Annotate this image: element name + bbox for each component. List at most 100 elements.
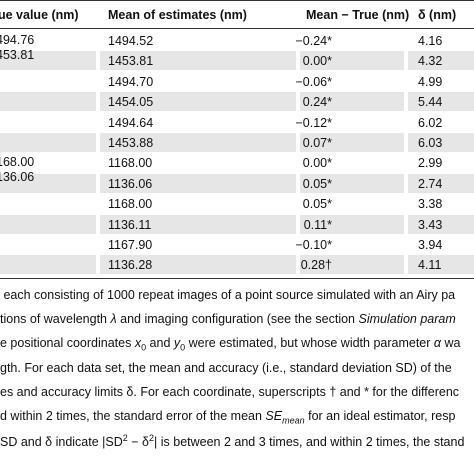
row-shade xyxy=(0,92,96,112)
row-shade xyxy=(408,173,474,193)
mean-minus-true: −0.12* xyxy=(295,115,333,130)
row-shade xyxy=(100,51,296,71)
row-shade xyxy=(0,51,96,71)
footnote-line: each consisting of 1000 repeat images of… xyxy=(0,288,455,302)
row-shade xyxy=(100,214,296,234)
mean-minus-true: 0.11* xyxy=(303,217,332,232)
footnote-text: and imaging configuration (see the secti… xyxy=(116,312,359,327)
footnote-line: SD and δ indicate |SD2 − δ2| is between … xyxy=(0,433,464,449)
header-rule xyxy=(0,28,474,29)
column-header: Mean − True (nm) xyxy=(306,8,410,22)
delta: 5.44 xyxy=(418,95,443,110)
mean-estimate: 1136.28 xyxy=(108,258,153,273)
footnote-line: d within 2 times, the standard error of … xyxy=(0,409,455,426)
row-shade xyxy=(408,255,474,275)
footnote-text: and xyxy=(146,336,174,351)
mean-estimate: 1494.70 xyxy=(108,74,154,89)
true-value: 168.00 xyxy=(0,155,35,170)
footnote-text: were estimated, but whose width paramete… xyxy=(185,336,434,351)
mean-minus-true: 0.07* xyxy=(302,136,332,150)
top-rule xyxy=(0,0,474,1)
mean-minus-true: 0.24* xyxy=(302,95,332,110)
delta: 3.38 xyxy=(418,197,443,212)
row-shade xyxy=(0,133,96,152)
delta: 4.11 xyxy=(418,258,442,273)
table: ue value (nm) Mean of estimates (nm) Mean … xyxy=(0,0,474,279)
footnote-text: each consisting of 1000 repeat images of… xyxy=(0,288,456,302)
footnote-text: x xyxy=(134,336,142,351)
column-header: Mean of estimates (nm) xyxy=(108,8,247,22)
true-value: 453.81 xyxy=(0,48,35,62)
footnote-text: wa xyxy=(441,336,461,351)
row-shade xyxy=(0,173,96,193)
footnote-text: mean xyxy=(282,415,305,426)
footnote-line: tions of wavelength λ and imaging config… xyxy=(0,312,456,326)
footnote-text: | is between 2 and 3 times, and within 2… xyxy=(154,435,465,450)
delta: 4.16 xyxy=(418,34,443,48)
row-shade xyxy=(300,255,404,275)
footnote-text: gth. For each data set, the mean and acc… xyxy=(0,360,452,375)
mean-estimate: 1136.06 xyxy=(108,176,153,191)
footnote-text: λ xyxy=(110,312,117,327)
mean-minus-true: 0.00* xyxy=(302,156,332,171)
delta: 4.99 xyxy=(418,74,443,89)
row-shade xyxy=(300,214,404,234)
mean-estimate: 1167.90 xyxy=(108,238,153,252)
mean-estimate: 1136.11 xyxy=(108,217,152,232)
column-header: ue value (nm) xyxy=(0,8,79,22)
delta: 6.02 xyxy=(418,115,443,130)
mean-minus-true: 0.05* xyxy=(302,197,332,212)
mean-minus-true: 0.00* xyxy=(302,54,332,69)
mean-estimate: 1454.05 xyxy=(108,95,154,110)
mean-minus-true: 0.28† xyxy=(300,258,332,273)
footnote-line: es and accuracy limits δ. For each coord… xyxy=(0,385,459,399)
footnote-text: SE xyxy=(265,409,283,423)
row-shade xyxy=(300,51,404,71)
delta: 4.32 xyxy=(418,54,443,69)
row-shade xyxy=(300,173,404,193)
mean-estimate: 1494.64 xyxy=(108,115,154,130)
row-shade xyxy=(408,133,474,152)
mean-estimate: 1168.00 xyxy=(108,156,153,171)
mean-estimate: 1168.00 xyxy=(108,197,153,212)
footnote-text: SD and δ indicate |SD xyxy=(0,435,123,450)
row-shade xyxy=(100,255,296,275)
delta: 2.99 xyxy=(418,156,443,171)
row-shade xyxy=(100,133,296,152)
footnote-text: 0 xyxy=(141,342,147,353)
row-shade xyxy=(0,214,96,234)
true-value: 136.06 xyxy=(0,170,35,185)
row-shade xyxy=(408,92,474,112)
mean-estimate: 1453.81 xyxy=(108,54,154,69)
footnote-line: e positional coordinates x0 and y0 were … xyxy=(0,336,460,353)
footnote-line: gth. For each data set, the mean and acc… xyxy=(0,361,452,375)
mean-minus-true: 0.05* xyxy=(302,176,332,191)
row-shade xyxy=(100,92,296,112)
mean-minus-true: −0.10* xyxy=(295,238,333,252)
footnote-text: α xyxy=(433,336,442,351)
mean-minus-true: −0.06* xyxy=(295,74,333,89)
footnote-text: tions of wavelength xyxy=(0,312,111,327)
footnote-text: 2 xyxy=(149,433,155,444)
row-shade xyxy=(300,92,404,112)
true-value: 494.76 xyxy=(0,33,35,47)
footnote-text: 0 xyxy=(180,342,186,353)
delta: 3.43 xyxy=(418,217,443,232)
row-shade xyxy=(408,214,474,234)
delta: 2.74 xyxy=(418,176,443,191)
row-shade xyxy=(100,173,296,193)
bottom-rule xyxy=(0,277,474,279)
footnote-text: − δ xyxy=(127,435,150,450)
delta: 3.94 xyxy=(418,238,443,252)
row-shade xyxy=(300,133,404,152)
column-header: δ (nm) xyxy=(418,8,457,22)
footnote-text: Simulation param xyxy=(358,312,456,327)
row-shade xyxy=(0,255,96,275)
footnote-text: es and accuracy limits δ. For each coord… xyxy=(0,384,460,399)
footnote-text: y xyxy=(173,336,181,351)
footnote-text: d within 2 times, the standard error of … xyxy=(0,409,266,423)
mean-minus-true: −0.24* xyxy=(295,34,333,48)
row-shade xyxy=(408,51,474,71)
footnote-text: e positional coordinates xyxy=(0,336,135,351)
